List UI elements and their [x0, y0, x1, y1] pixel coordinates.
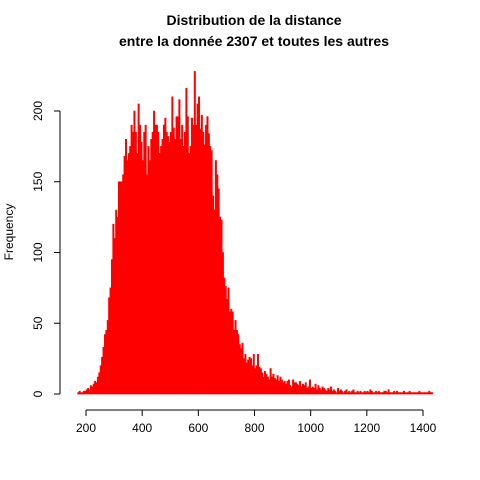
y-tick-label: 200 — [31, 101, 45, 121]
y-tick-label: 150 — [31, 171, 45, 191]
y-tick-label: 50 — [31, 316, 45, 330]
histogram-bar — [314, 383, 317, 395]
histogram-bar — [330, 386, 333, 395]
chart-title-line-1: Distribution de la distance — [166, 12, 341, 28]
x-tick-label: 400 — [132, 421, 152, 435]
histogram-bar — [352, 389, 355, 395]
chart-title-line-2: entre la donnée 2307 et toutes les autre… — [119, 33, 389, 49]
x-axis: 200 400 600 800 1000 1200 1400 — [76, 409, 437, 435]
histogram-bars — [77, 71, 434, 395]
x-tick-label: 1200 — [353, 421, 380, 435]
x-tick-label: 1000 — [297, 421, 324, 435]
y-axis-label: Frequency — [2, 204, 16, 261]
x-tick-label: 800 — [244, 421, 264, 435]
x-tick-label: 600 — [188, 421, 208, 435]
y-axis: 0 50 100 150 200 — [31, 101, 61, 397]
histogram-bar — [431, 392, 434, 395]
histogram-bar — [387, 389, 390, 395]
y-tick-label: 100 — [31, 242, 45, 262]
x-tick-label: 1400 — [410, 421, 437, 435]
histogram-bar — [345, 389, 348, 395]
x-tick-label: 200 — [76, 421, 96, 435]
histogram-bar — [308, 379, 311, 395]
y-tick-label: 0 — [31, 390, 45, 397]
